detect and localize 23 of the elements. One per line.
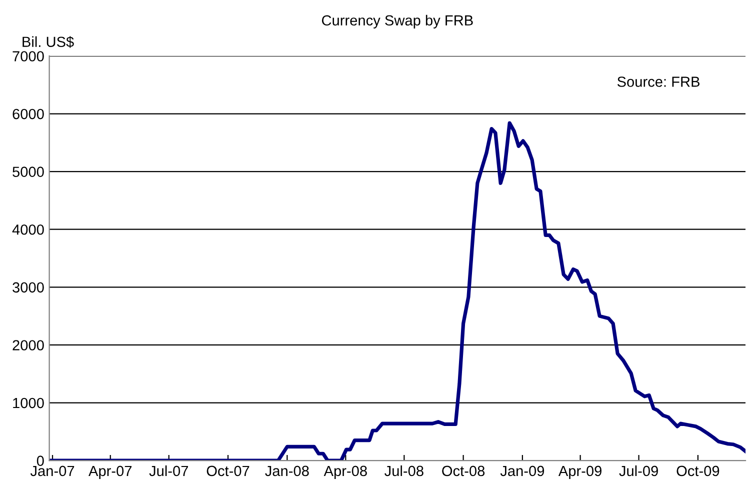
x-tick-label: Jan-07 — [30, 466, 74, 476]
x-tick-label: Oct-08 — [442, 466, 485, 476]
x-tick-label: Oct-07 — [206, 466, 250, 476]
y-tick-label: 2000 — [12, 340, 44, 350]
x-tick-label: Jul-07 — [149, 465, 188, 476]
y-tick-label: 7000 — [12, 51, 44, 62]
x-tick-label: Apr-08 — [324, 466, 367, 480]
x-tick-label: Apr-09 — [558, 466, 602, 480]
y-tick-label: 6000 — [12, 108, 44, 120]
x-tick-label: Jan-08 — [265, 466, 309, 476]
y-axis-title: Bil. US$ — [22, 36, 74, 48]
y-tick-label: 4000 — [12, 224, 44, 235]
x-tick-label: Apr-07 — [88, 466, 132, 480]
y-tick-label: 0 — [36, 456, 44, 466]
x-tick-label: Oct-09 — [676, 466, 720, 476]
y-tick-label: 5000 — [12, 166, 44, 177]
y-tick-label: 1000 — [13, 398, 44, 408]
x-tick-label: Jan-09 — [500, 466, 544, 476]
x-tick-label: Jul-08 — [384, 465, 424, 476]
annotation: Source: FRB — [617, 76, 700, 87]
x-tick-label: Jul-09 — [619, 465, 658, 476]
chart-title: Currency Swap by FRB — [322, 14, 473, 28]
y-tick-label: 3000 — [12, 282, 44, 293]
